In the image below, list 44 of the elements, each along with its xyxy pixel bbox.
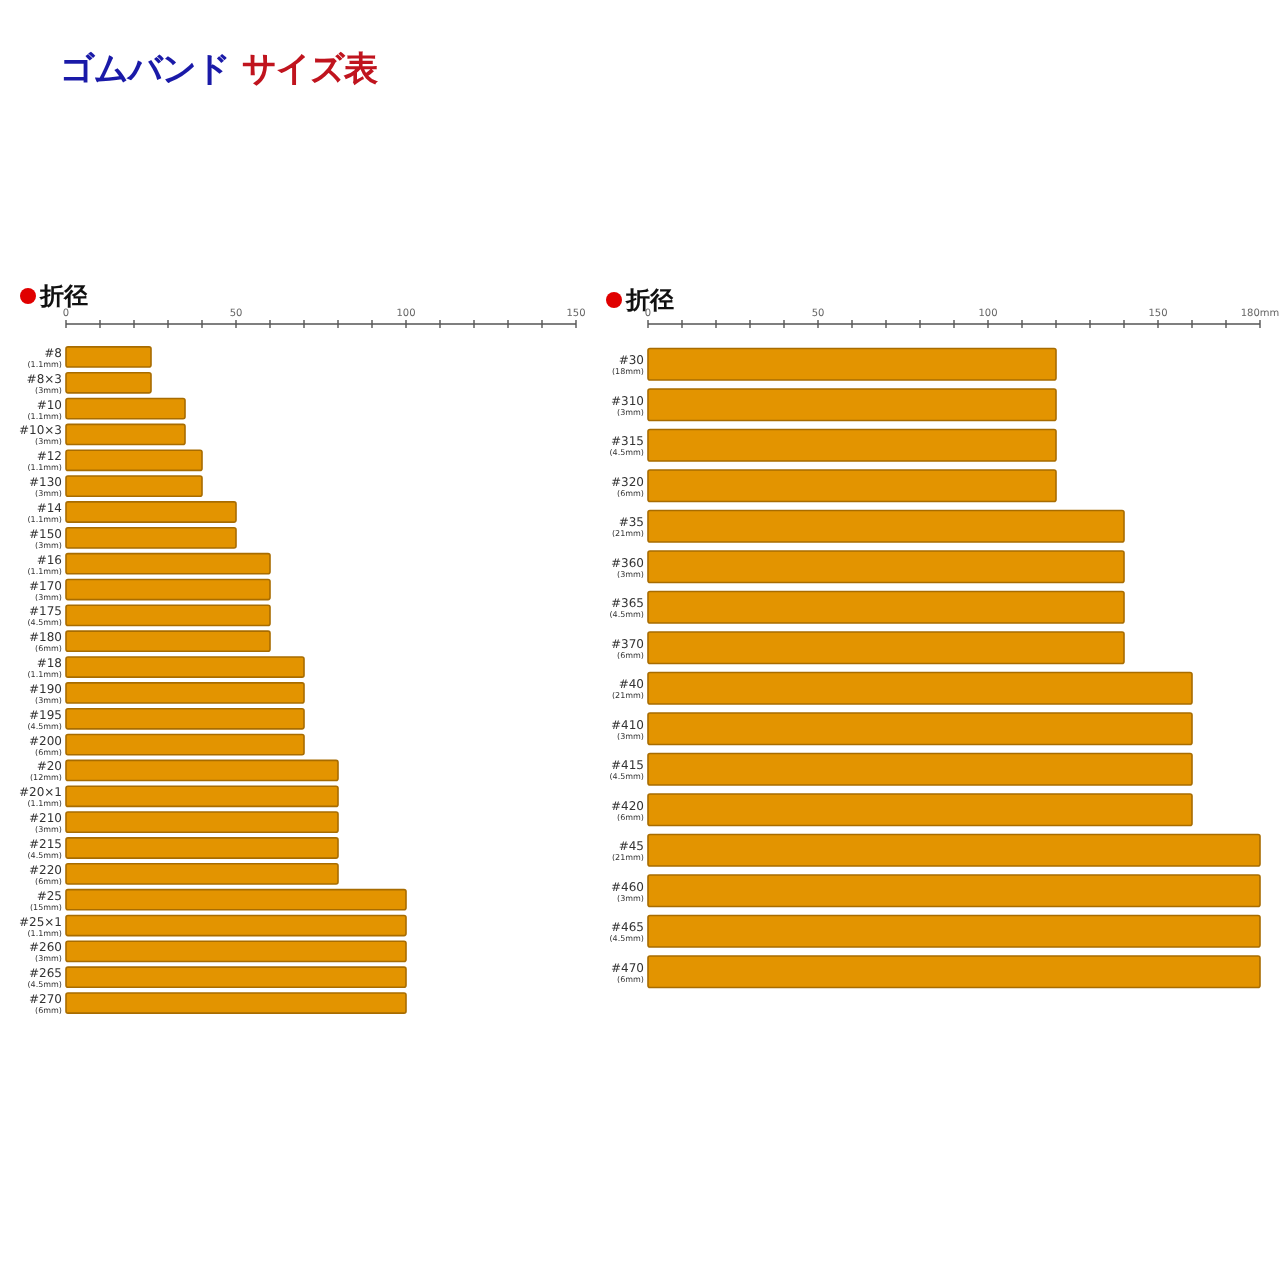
bar xyxy=(647,509,1125,543)
chart-title: ゴムバンド サイズ表 xyxy=(60,50,380,90)
bar xyxy=(647,347,1057,381)
bar xyxy=(65,914,407,937)
bar xyxy=(65,862,339,885)
bar xyxy=(65,733,305,756)
bar xyxy=(647,752,1193,786)
bar xyxy=(65,346,152,368)
bar xyxy=(65,475,203,498)
bar xyxy=(647,631,1125,665)
bar xyxy=(65,966,407,989)
bar xyxy=(65,604,271,627)
bar xyxy=(65,501,237,523)
bar xyxy=(647,914,1261,948)
bar xyxy=(65,707,305,730)
bar xyxy=(65,992,407,1014)
chart-subtitle: 折径 xyxy=(38,282,88,310)
bar xyxy=(647,874,1261,908)
bar xyxy=(647,550,1125,584)
bar xyxy=(65,371,152,394)
bar xyxy=(647,955,1261,989)
bar xyxy=(647,388,1057,422)
bar xyxy=(647,793,1193,827)
bar xyxy=(65,785,339,808)
bar xyxy=(65,837,339,859)
bar xyxy=(65,578,271,601)
bar xyxy=(65,940,407,963)
bar xyxy=(65,423,186,446)
bar xyxy=(65,656,305,678)
bar xyxy=(647,590,1125,624)
bar xyxy=(65,759,339,782)
bar xyxy=(647,712,1193,746)
bar xyxy=(65,630,271,653)
bar xyxy=(647,428,1057,462)
bar xyxy=(65,552,271,575)
bar xyxy=(647,833,1261,867)
bar xyxy=(65,888,407,911)
bar xyxy=(65,526,237,549)
bar xyxy=(65,811,339,834)
bar xyxy=(65,682,305,704)
bar xyxy=(647,671,1193,705)
bar xyxy=(65,449,203,472)
bar xyxy=(65,397,186,420)
bar xyxy=(647,469,1057,503)
